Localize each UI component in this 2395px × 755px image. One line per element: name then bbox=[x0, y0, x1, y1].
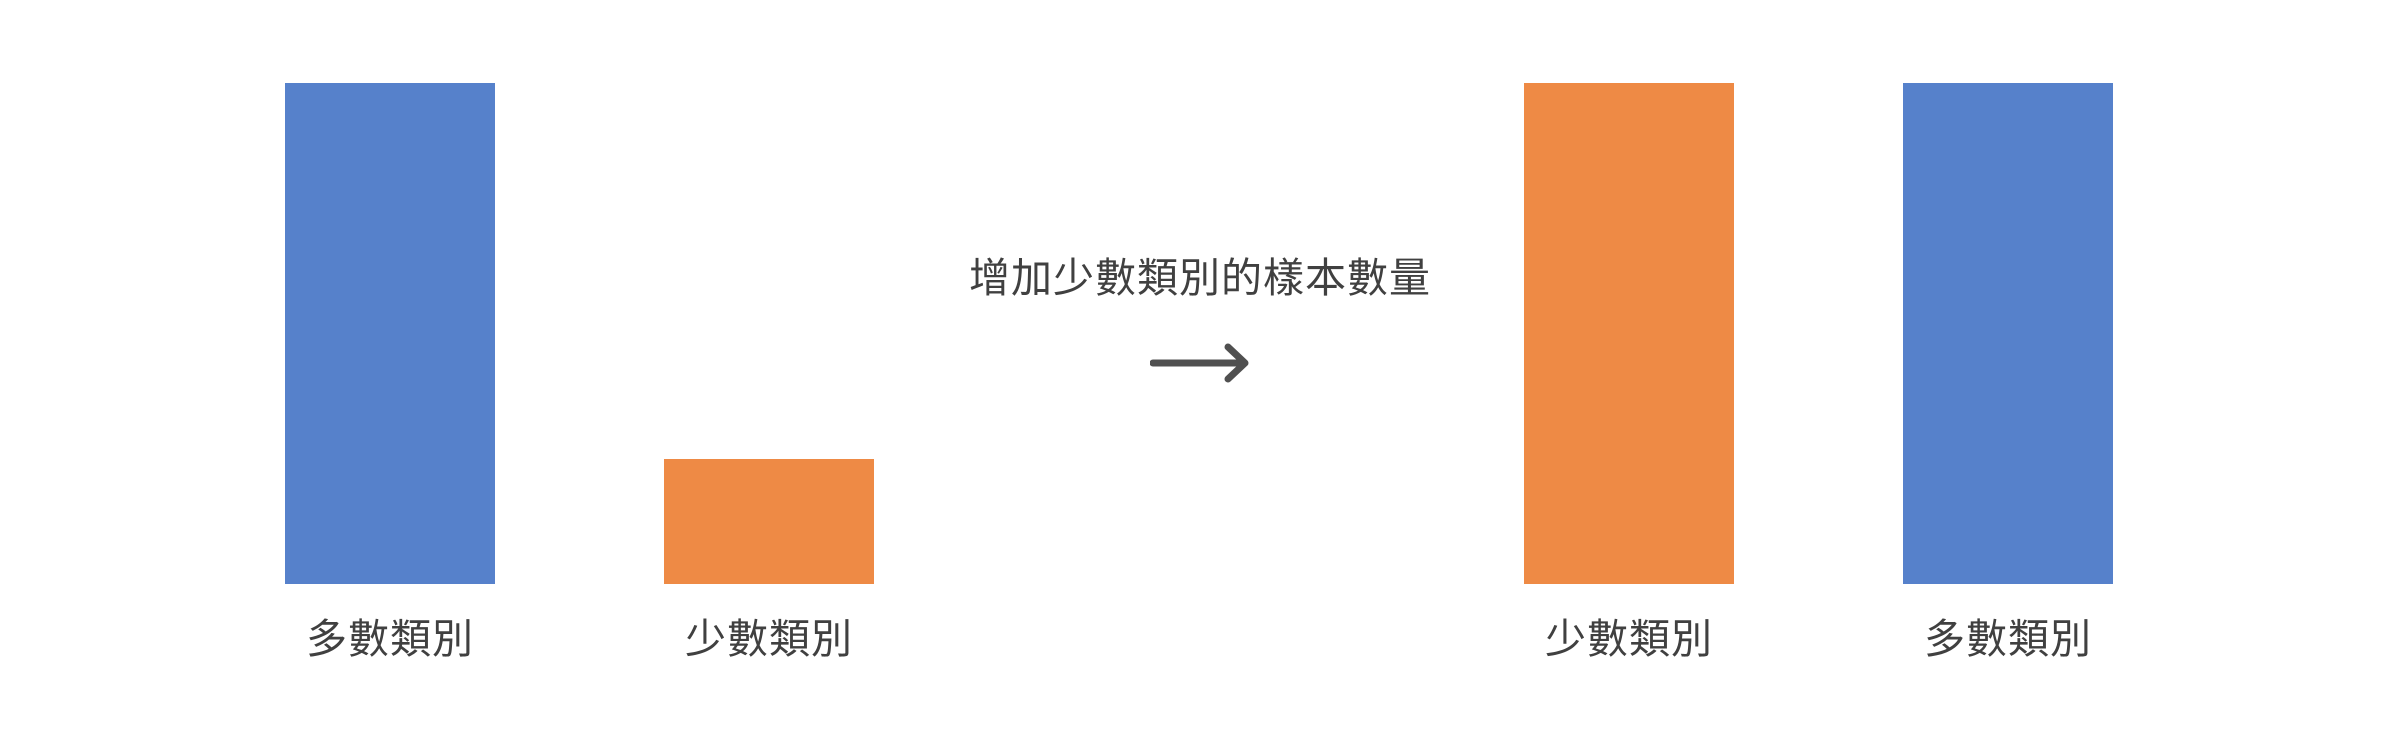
right-minority-label: 少數類別 bbox=[1545, 615, 1713, 663]
right-minority-bar bbox=[1524, 83, 1734, 584]
left-minority-label: 少數類別 bbox=[685, 615, 853, 663]
right-majority-bar bbox=[1903, 83, 2113, 584]
right-arrow-icon bbox=[1150, 343, 1249, 383]
right-majority-label: 多數類別 bbox=[1924, 615, 2092, 663]
left-minority-bar bbox=[664, 459, 874, 584]
transition-caption: 增加少數類別的樣本數量 bbox=[969, 254, 1431, 302]
left-majority-bar bbox=[285, 83, 495, 584]
left-majority-label: 多數類別 bbox=[306, 615, 474, 663]
